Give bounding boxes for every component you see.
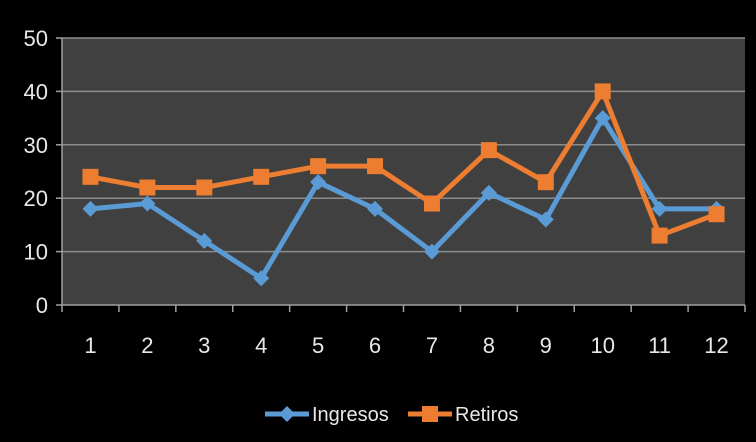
y-axis-ticks: 0 10 20 30 40 50: [24, 26, 62, 318]
data-point: [139, 195, 156, 212]
data-point: [196, 179, 213, 196]
data-point: [310, 158, 327, 175]
legend-label: Ingresos: [312, 404, 389, 426]
data-point: [537, 211, 554, 228]
x-tick-label: 3: [198, 333, 210, 358]
x-tick-label: 8: [483, 333, 495, 358]
y-tick-label: 0: [36, 293, 48, 318]
y-tick-label: 20: [24, 186, 48, 211]
legend-entry-ingresos: Ingresos: [265, 404, 389, 426]
legend-marker: [279, 406, 295, 422]
data-point: [310, 174, 327, 191]
x-axis-ticks: 1 2 3 4 5 6 7 8 9 10 11 12: [61, 305, 746, 358]
series-line: [89, 88, 718, 239]
y-tick-label: 30: [24, 133, 48, 158]
y-tick-label: 10: [24, 240, 48, 265]
data-point: [480, 184, 497, 201]
data-point: [423, 195, 440, 212]
data-point: [708, 206, 725, 223]
data-point: [196, 232, 213, 249]
x-tick-label: 9: [540, 333, 552, 358]
legend-entry-retiros: Retiros: [408, 404, 518, 426]
data-point: [594, 110, 611, 127]
series-line: [90, 115, 717, 281]
data-point: [82, 168, 99, 185]
x-tick-label: 11: [648, 333, 671, 358]
y-tick-label: 40: [24, 79, 48, 104]
data-point: [367, 158, 384, 175]
x-tick-label: 5: [312, 333, 324, 358]
legend-label: Retiros: [455, 404, 518, 426]
x-tick-label: 2: [141, 333, 153, 358]
data-point: [82, 200, 99, 217]
data-point: [253, 168, 270, 185]
data-point: [651, 227, 668, 244]
data-point: [537, 174, 554, 191]
x-tick-label: 10: [590, 333, 614, 358]
x-tick-label: 4: [255, 333, 267, 358]
series-retiros: [82, 83, 725, 244]
x-tick-label: 6: [369, 333, 381, 358]
data-point: [253, 270, 270, 287]
series-layer: [82, 83, 725, 287]
data-point: [651, 200, 668, 217]
data-point: [594, 83, 611, 100]
data-point: [480, 142, 497, 159]
data-point: [367, 200, 384, 217]
x-tick-label: 7: [426, 333, 438, 358]
legend: Ingresos Retiros: [265, 404, 518, 426]
y-tick-label: 50: [24, 26, 48, 51]
legend-marker: [422, 406, 438, 422]
x-tick-label: 12: [704, 333, 728, 358]
data-point: [139, 179, 156, 196]
x-tick-label: 1: [84, 333, 96, 358]
gridlines: [62, 37, 745, 253]
plot-area: [62, 38, 745, 305]
data-point: [423, 243, 440, 260]
